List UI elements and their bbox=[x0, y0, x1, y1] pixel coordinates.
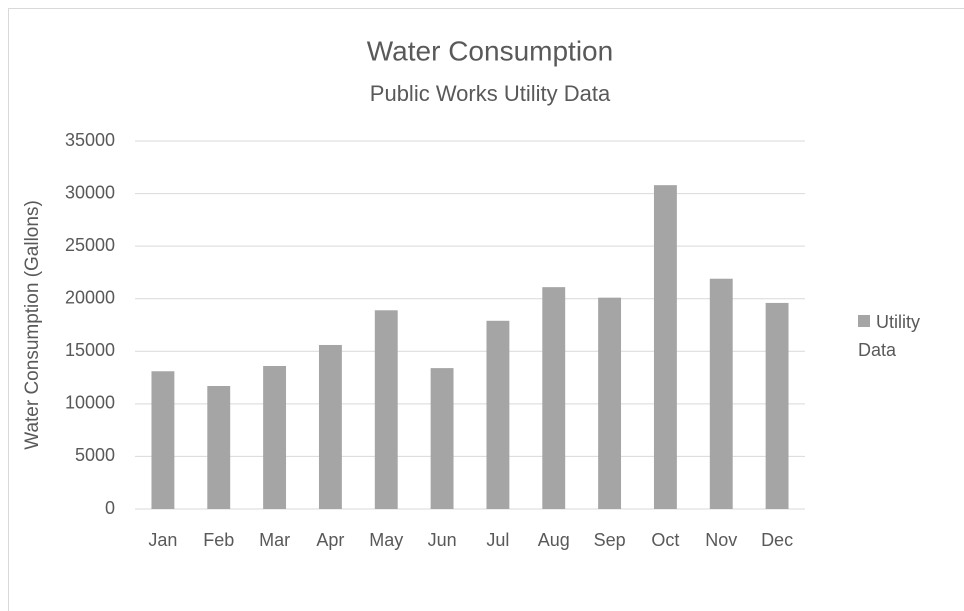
chart-frame bbox=[8, 8, 964, 611]
bar bbox=[653, 185, 677, 509]
y-tick-label: 15000 bbox=[65, 340, 115, 360]
x-tick-label: Apr bbox=[316, 530, 344, 550]
bar bbox=[709, 278, 733, 509]
legend-label: Utility Data bbox=[858, 312, 920, 360]
y-tick-label: 0 bbox=[105, 498, 115, 518]
bar bbox=[765, 302, 789, 509]
y-tick-label: 5000 bbox=[75, 445, 115, 465]
chart-subtitle: Public Works Utility Data bbox=[370, 81, 611, 106]
x-tick-label: Jan bbox=[148, 530, 177, 550]
x-tick-label: Feb bbox=[203, 530, 234, 550]
bar bbox=[374, 310, 398, 509]
bar bbox=[486, 320, 510, 509]
bar bbox=[318, 344, 342, 509]
y-axis-label: Water Consumption (Gallons) bbox=[22, 200, 43, 450]
x-tick-label: May bbox=[369, 530, 403, 550]
y-tick-label: 30000 bbox=[65, 182, 115, 202]
y-tick-label: 25000 bbox=[65, 235, 115, 255]
y-tick-label: 20000 bbox=[65, 287, 115, 307]
x-tick-label: Mar bbox=[259, 530, 290, 550]
x-tick-label: Nov bbox=[705, 530, 737, 550]
chart-title: Water Consumption bbox=[367, 35, 613, 66]
bar bbox=[598, 297, 622, 509]
x-tick-label: Jun bbox=[428, 530, 457, 550]
legend-swatch bbox=[858, 315, 870, 327]
x-tick-label: Sep bbox=[594, 530, 626, 550]
legend: Utility Data bbox=[858, 308, 948, 364]
bar bbox=[263, 366, 287, 509]
x-tick-label: Oct bbox=[651, 530, 679, 550]
bar bbox=[151, 371, 175, 509]
bar bbox=[542, 287, 566, 509]
x-tick-label: Dec bbox=[761, 530, 793, 550]
y-tick-label: 10000 bbox=[65, 393, 115, 413]
x-tick-label: Aug bbox=[538, 530, 570, 550]
x-tick-label: Jul bbox=[486, 530, 509, 550]
bar bbox=[430, 368, 454, 509]
y-tick-label: 35000 bbox=[65, 130, 115, 150]
bar bbox=[207, 385, 231, 509]
